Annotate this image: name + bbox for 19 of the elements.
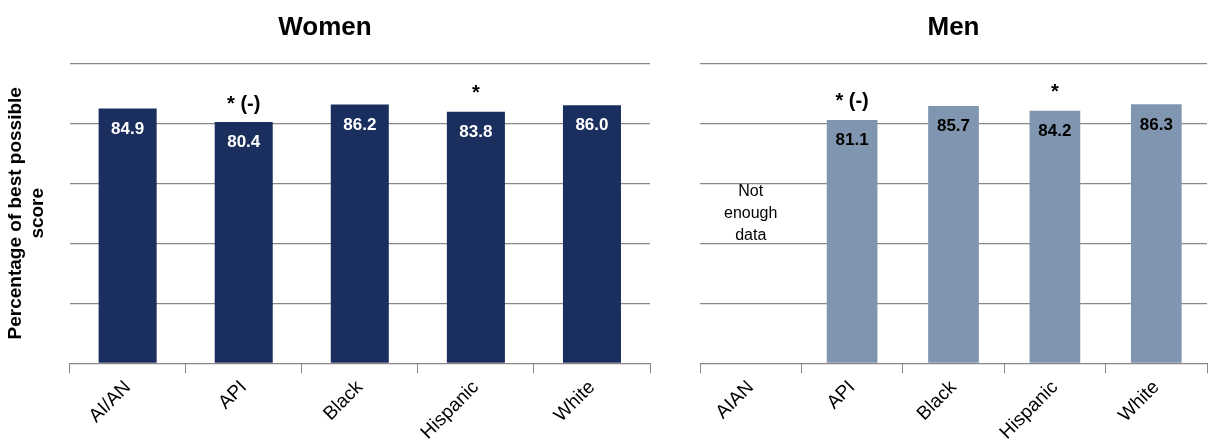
data-label: 84.9	[111, 118, 145, 138]
annotation: Not enough data	[724, 181, 778, 243]
x-tick-label: API	[213, 376, 251, 413]
annotation: *	[1051, 80, 1059, 103]
data-label: 84.2	[1038, 120, 1072, 140]
annotation: *	[471, 81, 480, 104]
chart-title: Women	[278, 10, 372, 41]
y-axis-title: Percentage of best possible score	[3, 87, 48, 340]
chart-title: Men	[927, 10, 980, 41]
annotation: * (-)	[835, 89, 869, 112]
data-label: 86.2	[343, 114, 377, 134]
data-label: 86.3	[1139, 114, 1173, 134]
data-label: 86.0	[575, 115, 609, 135]
data-label: 81.1	[835, 130, 869, 150]
data-label: 83.8	[459, 122, 493, 142]
annotation: * (-)	[227, 91, 261, 114]
data-label: 80.4	[227, 132, 261, 152]
data-label: 85.7	[936, 116, 971, 136]
x-tick-label: API	[822, 376, 859, 413]
